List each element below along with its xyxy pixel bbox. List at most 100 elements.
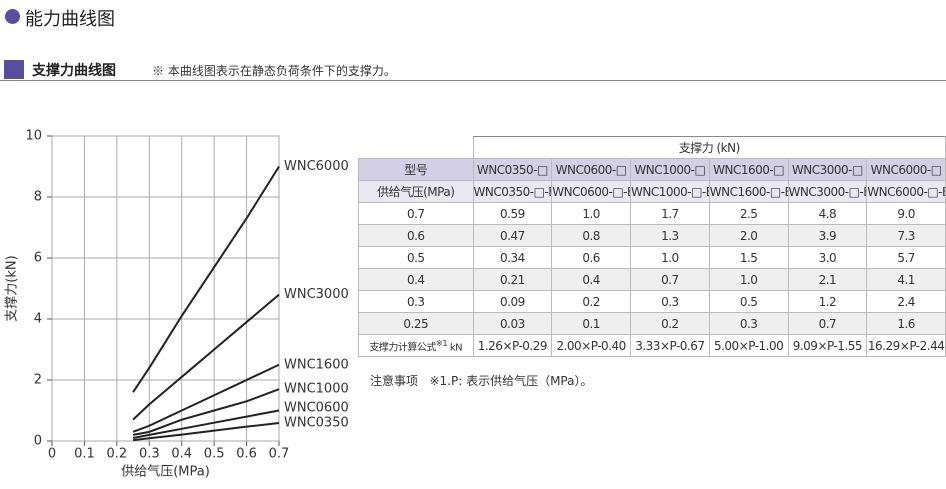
plot-area (51, 135, 280, 442)
value-cell: 0.09 (472, 290, 553, 313)
row-header: 供给气压(MPa) (358, 180, 474, 203)
table-row: 型号 WNC0350-□ WNC0600-□ WNC1000-□ WNC1600-□ WN… (358, 158, 946, 181)
value-cell: 0.59 (472, 202, 553, 225)
x-tick-label: 0.7 (269, 447, 290, 462)
value-cell: 9.0 (866, 202, 946, 225)
formula-cell: 16.29×P-2.44 (866, 334, 946, 357)
value-cell: 0.47 (472, 224, 553, 247)
table-row: 0.7 0.59 1.0 1.7 2.5 4.8 9.0 (358, 202, 946, 225)
y-tick-label: 2 (34, 373, 42, 388)
chart: 0 0.1 0.2 0.3 0.4 0.5 0.6 0.7 0 2 4 6 8 10 供给气压(MPa) 支撑… (5, 129, 349, 480)
y-tick-label: 0 (34, 434, 42, 449)
section-note: ※ 本曲线图表示在静态负荷条件下的支撑力。 (152, 64, 396, 78)
pressure-cell: 0.6 (358, 224, 474, 247)
formula-cell: 3.33×P-0.67 (630, 334, 710, 357)
value-cell: 4.1 (866, 268, 946, 291)
value-cell: 2.1 (787, 268, 868, 291)
series-line (132, 422, 280, 442)
table-row: 0.25 0.03 0.1 0.2 0.3 0.7 1.6 (358, 312, 946, 335)
model-header: WNC0600-□ (551, 158, 631, 181)
series-line (132, 293, 280, 421)
value-cell: 1.6 (866, 312, 946, 335)
series-label: WNC1000 (284, 382, 349, 397)
table-row: 0.5 0.34 0.6 1.0 1.5 3.0 5.7 (358, 246, 946, 269)
value-cell: 1.2 (787, 290, 868, 313)
value-cell: 5.7 (866, 246, 946, 269)
blank-cell (359, 137, 474, 159)
data-table: 支撑力 (kN) 型号 WNC0350-□ WNC0600-□ WNC1000-□ WNC… (358, 136, 946, 357)
formula-label-sup: ※1 (435, 337, 448, 348)
formula-label-unit: kN (449, 342, 463, 354)
value-cell: 0.1 (551, 312, 631, 335)
group-header: 支撑力 (kN) (472, 136, 946, 159)
value-cell: 1.7 (630, 202, 710, 225)
y-tick-label: 10 (25, 129, 42, 144)
value-cell: 1.3 (630, 224, 710, 247)
table-row: 0.3 0.09 0.2 0.3 0.5 1.2 2.4 (358, 290, 946, 313)
value-cell: 0.8 (551, 224, 631, 247)
model-header: WNC1600-□-E (708, 180, 789, 203)
divider (0, 80, 946, 81)
value-cell: 1.0 (551, 202, 631, 225)
series-line (132, 165, 280, 393)
model-header: WNC6000-□ (866, 158, 946, 181)
series-label: WNC1600 (284, 357, 349, 372)
formula-cell: 1.26×P-0.29 (472, 334, 553, 357)
value-cell: 0.6 (551, 246, 631, 269)
value-cell: 7.3 (866, 224, 946, 247)
formula-label-text: 支撑力计算公式 (369, 342, 436, 354)
row-header: 型号 (358, 158, 474, 181)
section-title: 支撑力曲线图 (32, 63, 116, 79)
formula-label: 支撑力计算公式※1 kN (358, 334, 474, 357)
table-row: 支撑力 (kN) (359, 136, 946, 159)
pressure-cell: 0.7 (358, 202, 474, 225)
value-cell: 0.21 (472, 268, 553, 291)
value-cell: 1.5 (708, 246, 789, 269)
model-header: WNC0350-□-E (472, 180, 553, 203)
value-cell: 0.5 (708, 290, 789, 313)
value-cell: 1.0 (630, 246, 710, 269)
series-line (132, 409, 280, 439)
value-cell: 0.3 (630, 290, 710, 313)
x-tick-label: 0.1 (74, 447, 95, 462)
page-title: 能力曲线图 (25, 9, 115, 30)
model-header: WNC1600-□ (708, 158, 789, 181)
model-header: WNC3000-□ (787, 158, 868, 181)
y-axis-label: 支撑力(kN) (5, 255, 20, 321)
value-cell: 2.4 (866, 290, 946, 313)
title-icon (5, 9, 20, 24)
y-tick-label: 8 (34, 190, 42, 205)
value-cell: 0.2 (551, 290, 631, 313)
series-label: WNC0600 (284, 401, 349, 416)
series-label: WNC0350 (284, 416, 349, 431)
pressure-cell: 0.25 (358, 312, 474, 335)
value-cell: 2.5 (708, 202, 789, 225)
table-row: 0.6 0.47 0.8 1.3 2.0 3.9 7.3 (358, 224, 946, 247)
model-header: WNC1000-□ (630, 158, 710, 181)
model-header: WNC6000-□-E (866, 180, 946, 203)
footnote-label: 注意事项 (370, 374, 419, 388)
table-row: 供给气压(MPa) WNC0350-□-E WNC0600-□-E WNC1000-□… (358, 180, 946, 203)
x-tick-label: 0.6 (236, 447, 257, 462)
model-header: WNC1000-□-E (630, 180, 710, 203)
x-tick-label: 0.4 (171, 447, 192, 462)
x-axis-label: 供给气压(MPa) (121, 464, 210, 480)
series-line (132, 363, 280, 433)
y-tick-label: 6 (34, 251, 42, 266)
value-cell: 0.3 (708, 312, 789, 335)
y-tick-label: 4 (34, 312, 42, 327)
value-cell: 0.4 (551, 268, 631, 291)
model-header: WNC0350-□ (472, 158, 553, 181)
value-cell: 0.7 (787, 312, 868, 335)
value-cell: 0.2 (630, 312, 710, 335)
x-tick-label: 0.5 (204, 447, 225, 462)
value-cell: 3.9 (787, 224, 868, 247)
formula-cell: 2.00×P-0.40 (551, 334, 631, 357)
section-icon (4, 60, 24, 79)
model-header: WNC0600-□-E (551, 180, 631, 203)
series-line (132, 388, 280, 436)
x-tick-label: 0.3 (139, 447, 160, 462)
x-tick-label: 0.2 (107, 447, 128, 462)
series-label: WNC3000 (284, 287, 349, 302)
